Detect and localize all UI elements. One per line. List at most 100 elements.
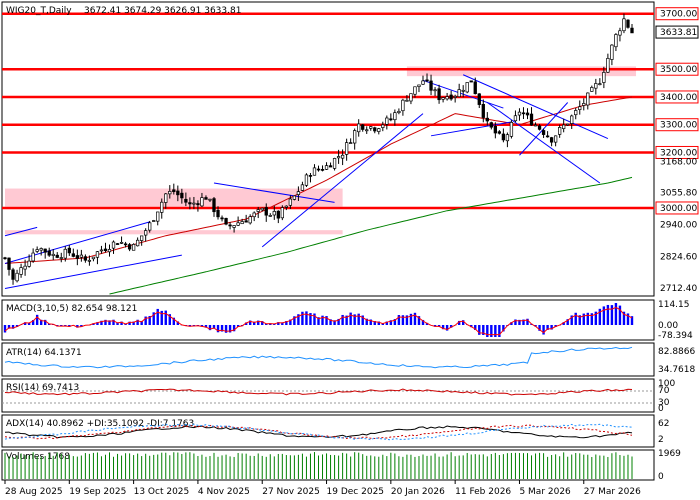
macd-bar — [132, 321, 135, 325]
macd-bar — [128, 321, 131, 325]
candle-94 — [381, 121, 385, 132]
candle-128 — [517, 108, 522, 121]
price-tag-box-8 — [655, 201, 699, 215]
candle-61 — [248, 214, 252, 225]
candle-14 — [59, 252, 63, 263]
macd-bar — [606, 304, 610, 325]
macd-bar — [176, 321, 180, 325]
candle-37 — [152, 219, 156, 223]
candle-139 — [562, 118, 566, 133]
macd-bar — [11, 325, 15, 329]
macd-bar — [148, 316, 151, 325]
macd-bar — [76, 325, 79, 328]
candle-110 — [445, 92, 449, 101]
date-tick-label: 13 Oct 2025 — [134, 487, 190, 497]
adx-line-2 — [4, 423, 633, 441]
candle-15 — [63, 246, 67, 262]
candle-97 — [393, 109, 397, 126]
macd-bar — [112, 319, 115, 325]
macd-bar — [337, 318, 340, 325]
candle-19 — [79, 249, 84, 262]
candle-67 — [272, 205, 276, 220]
candle-70 — [284, 205, 288, 211]
macd-bar — [168, 314, 171, 325]
macd-bar — [305, 311, 308, 325]
volume-label: Volumes 1768 — [6, 452, 70, 462]
candle-57 — [232, 225, 236, 233]
candle-153 — [618, 27, 622, 42]
candle-44 — [180, 188, 184, 204]
candle-1 — [7, 257, 11, 276]
price-tick-label: 3633.81 — [660, 28, 697, 38]
candle-59 — [240, 218, 244, 225]
price-tick-label: 3400.00 — [660, 93, 697, 103]
candle-132 — [533, 122, 538, 127]
candle-45 — [184, 192, 188, 207]
price-tick-label: 3200.00 — [660, 148, 697, 158]
rsi-tick-label: 0 — [658, 404, 664, 414]
supply-demand-zones — [5, 66, 637, 235]
macd-bar — [514, 319, 517, 325]
candle-69 — [280, 205, 284, 221]
trendline-8 — [487, 102, 601, 184]
date-tick-label: 11 Feb 2026 — [455, 487, 511, 497]
atr-tick-label: 34.7618 — [658, 365, 695, 375]
candle-93 — [377, 127, 381, 135]
macd-bar — [144, 316, 147, 325]
macd-bar — [261, 321, 264, 325]
macd-bar — [550, 325, 553, 330]
candle-23 — [95, 251, 100, 265]
macd-bar — [160, 310, 163, 325]
candle-104 — [421, 75, 425, 85]
candle-55 — [224, 217, 228, 226]
candle-92 — [373, 126, 377, 134]
candle-119 — [481, 99, 485, 123]
candle-27 — [111, 240, 116, 254]
candle-13 — [55, 252, 59, 259]
macd-bar — [449, 325, 453, 328]
macd-bar — [546, 325, 549, 330]
candle-152 — [614, 33, 618, 52]
price-tick-label: 3700.00 — [660, 10, 697, 20]
rsi-tick-label: 100 — [658, 379, 675, 389]
macd-bar — [100, 320, 103, 325]
candle-33 — [135, 237, 140, 247]
price-tag-box-3 — [655, 90, 699, 104]
macd-bar — [630, 316, 634, 325]
candle-12 — [51, 249, 55, 261]
macd-bar — [377, 321, 380, 325]
macd-bar — [104, 319, 107, 325]
price-tag-box-1 — [655, 25, 699, 39]
candle-123 — [497, 130, 502, 135]
candle-115 — [465, 82, 469, 94]
macd-bar — [526, 318, 529, 325]
macd-bar — [333, 320, 336, 325]
date-tick-label: 19 Dec 2025 — [327, 487, 385, 497]
macd-bar — [602, 306, 606, 325]
candle-129 — [521, 107, 526, 120]
candle-107 — [433, 87, 437, 97]
candle-65 — [264, 203, 268, 222]
rsi-label: RSI(14) 69.7413 — [6, 383, 79, 393]
candle-108 — [437, 84, 441, 104]
macd-bar — [425, 322, 429, 325]
candle-96 — [389, 113, 393, 122]
macd-bar — [293, 316, 296, 325]
macd-bar — [252, 321, 256, 325]
candle-34 — [140, 235, 144, 246]
ma-slow-line — [109, 176, 633, 295]
trendline-3 — [213, 182, 335, 203]
macd-bar — [417, 316, 421, 325]
macd-bar — [349, 312, 352, 325]
candle-78 — [316, 165, 321, 172]
macd-bar — [7, 325, 11, 329]
macd-bar — [248, 320, 252, 325]
candle-51 — [208, 198, 212, 203]
price-tick-label: 2940.00 — [660, 221, 697, 231]
atr-line — [4, 346, 633, 369]
candle-7 — [31, 248, 35, 263]
macd-bar — [361, 315, 364, 325]
macd-bar — [401, 315, 405, 325]
macd-tick-label: 114.15 — [658, 300, 690, 310]
candle-136 — [549, 136, 554, 147]
